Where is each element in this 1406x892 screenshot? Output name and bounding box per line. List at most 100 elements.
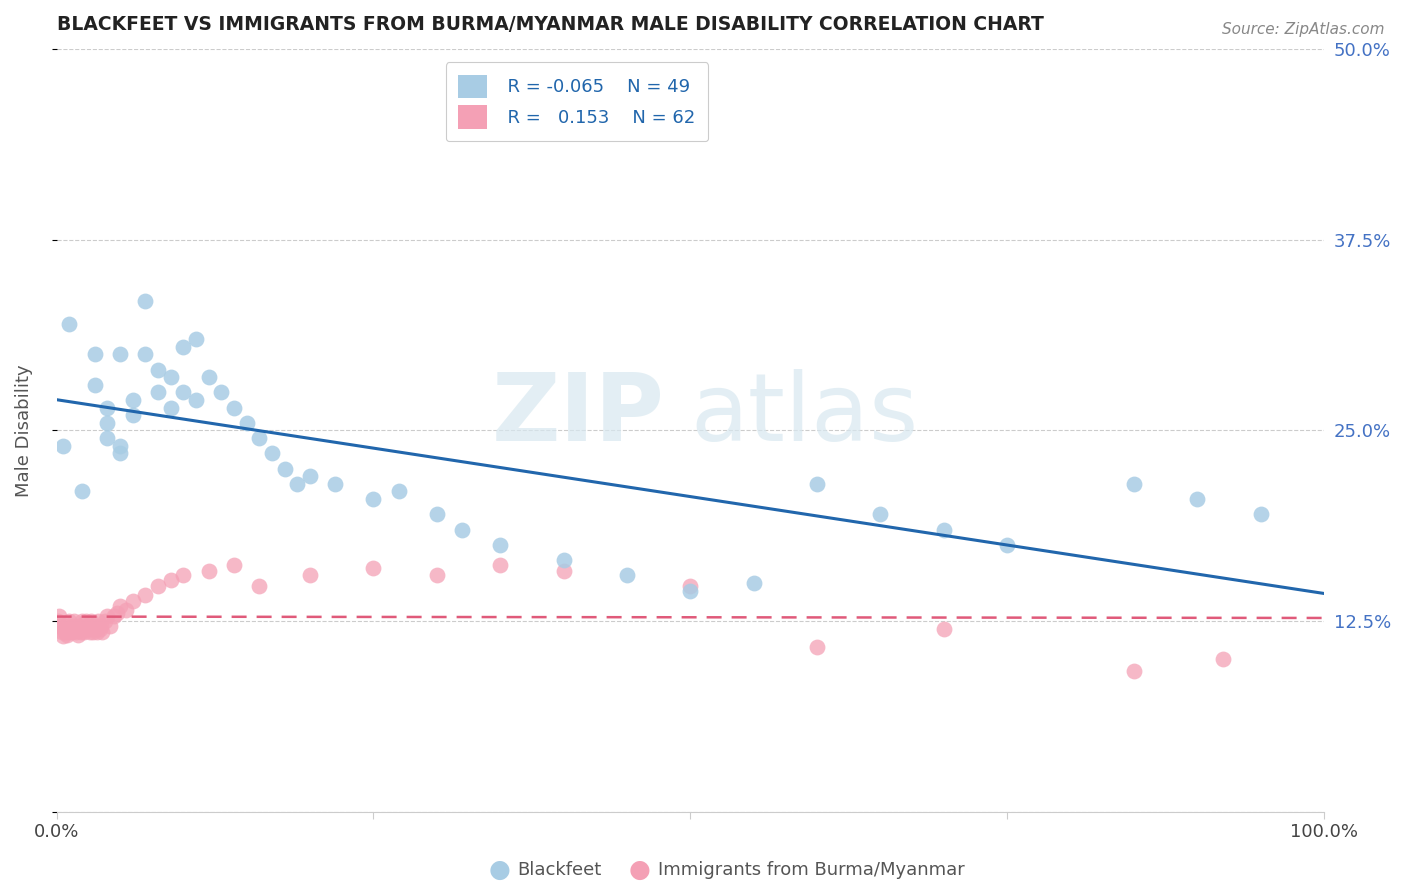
Point	[247, 431, 270, 445]
Point	[70, 484, 93, 499]
Point	[65, 624, 87, 639]
Point	[63, 614, 86, 628]
Point	[86, 624, 108, 639]
Point	[159, 573, 181, 587]
Point	[52, 439, 75, 453]
Point	[121, 594, 143, 608]
Point	[69, 624, 91, 639]
Point	[52, 629, 75, 643]
Point	[87, 614, 110, 628]
Text: ●: ●	[628, 858, 651, 881]
Point	[70, 614, 93, 628]
Point	[51, 624, 73, 639]
Point	[94, 614, 117, 628]
Point	[325, 476, 347, 491]
Point	[134, 293, 156, 308]
Point	[84, 622, 107, 636]
Point	[679, 583, 702, 598]
Point	[184, 392, 207, 407]
Text: BLACKFEET VS IMMIGRANTS FROM BURMA/MYANMAR MALE DISABILITY CORRELATION CHART: BLACKFEET VS IMMIGRANTS FROM BURMA/MYANM…	[56, 15, 1043, 34]
Text: ZIP: ZIP	[492, 369, 665, 461]
Point	[75, 614, 97, 628]
Point	[72, 622, 94, 636]
Text: Blackfeet: Blackfeet	[517, 861, 602, 879]
Point	[806, 476, 828, 491]
Point	[134, 588, 156, 602]
Point	[91, 624, 114, 639]
Point	[55, 624, 77, 639]
Point	[1250, 508, 1272, 522]
Point	[49, 618, 72, 632]
Point	[55, 628, 77, 642]
Point	[388, 484, 411, 499]
Point	[96, 609, 118, 624]
Point	[932, 622, 955, 636]
Point	[172, 340, 194, 354]
Point	[107, 607, 129, 621]
Point	[98, 618, 121, 632]
Point	[869, 508, 891, 522]
Point	[146, 385, 169, 400]
Point	[553, 564, 575, 578]
Point	[197, 564, 219, 578]
Point	[60, 624, 83, 639]
Point	[121, 409, 143, 423]
Point	[59, 622, 82, 636]
Point	[1185, 491, 1208, 506]
Point	[172, 385, 194, 400]
Point	[260, 446, 283, 460]
Point	[159, 370, 181, 384]
Point	[134, 347, 156, 361]
Point	[1122, 665, 1144, 679]
Point	[209, 385, 232, 400]
Point	[82, 624, 104, 639]
Point	[489, 538, 512, 552]
Point	[146, 579, 169, 593]
Point	[932, 523, 955, 537]
Point	[103, 609, 125, 624]
Point	[46, 614, 69, 628]
Point	[62, 618, 84, 632]
Point	[489, 558, 512, 572]
Point	[363, 560, 385, 574]
Point	[287, 476, 309, 491]
Point	[66, 622, 89, 636]
Point	[146, 362, 169, 376]
Point	[115, 603, 138, 617]
Legend:   R = -0.065    N = 49,   R =   0.153    N = 62: R = -0.065 N = 49, R = 0.153 N = 62	[446, 62, 709, 141]
Point	[426, 568, 449, 582]
Text: Source: ZipAtlas.com: Source: ZipAtlas.com	[1222, 22, 1385, 37]
Point	[89, 622, 111, 636]
Point	[679, 579, 702, 593]
Point	[96, 431, 118, 445]
Point	[108, 446, 131, 460]
Point	[82, 622, 104, 636]
Point	[83, 377, 105, 392]
Point	[73, 624, 96, 639]
Point	[274, 461, 297, 475]
Point	[108, 439, 131, 453]
Point	[79, 624, 101, 639]
Point	[363, 491, 385, 506]
Point	[90, 618, 112, 632]
Point	[76, 622, 98, 636]
Point	[67, 618, 90, 632]
Point	[197, 370, 219, 384]
Point	[58, 614, 80, 628]
Point	[616, 568, 638, 582]
Point	[96, 401, 118, 415]
Point	[58, 624, 80, 639]
Point	[159, 401, 181, 415]
Text: Immigrants from Burma/Myanmar: Immigrants from Burma/Myanmar	[658, 861, 965, 879]
Text: ●: ●	[488, 858, 510, 881]
Point	[184, 332, 207, 346]
Point	[426, 508, 449, 522]
Point	[222, 401, 245, 415]
Point	[235, 416, 257, 430]
Point	[80, 614, 103, 628]
Point	[108, 347, 131, 361]
Text: atlas: atlas	[690, 369, 918, 461]
Point	[96, 416, 118, 430]
Point	[222, 558, 245, 572]
Point	[77, 618, 100, 632]
